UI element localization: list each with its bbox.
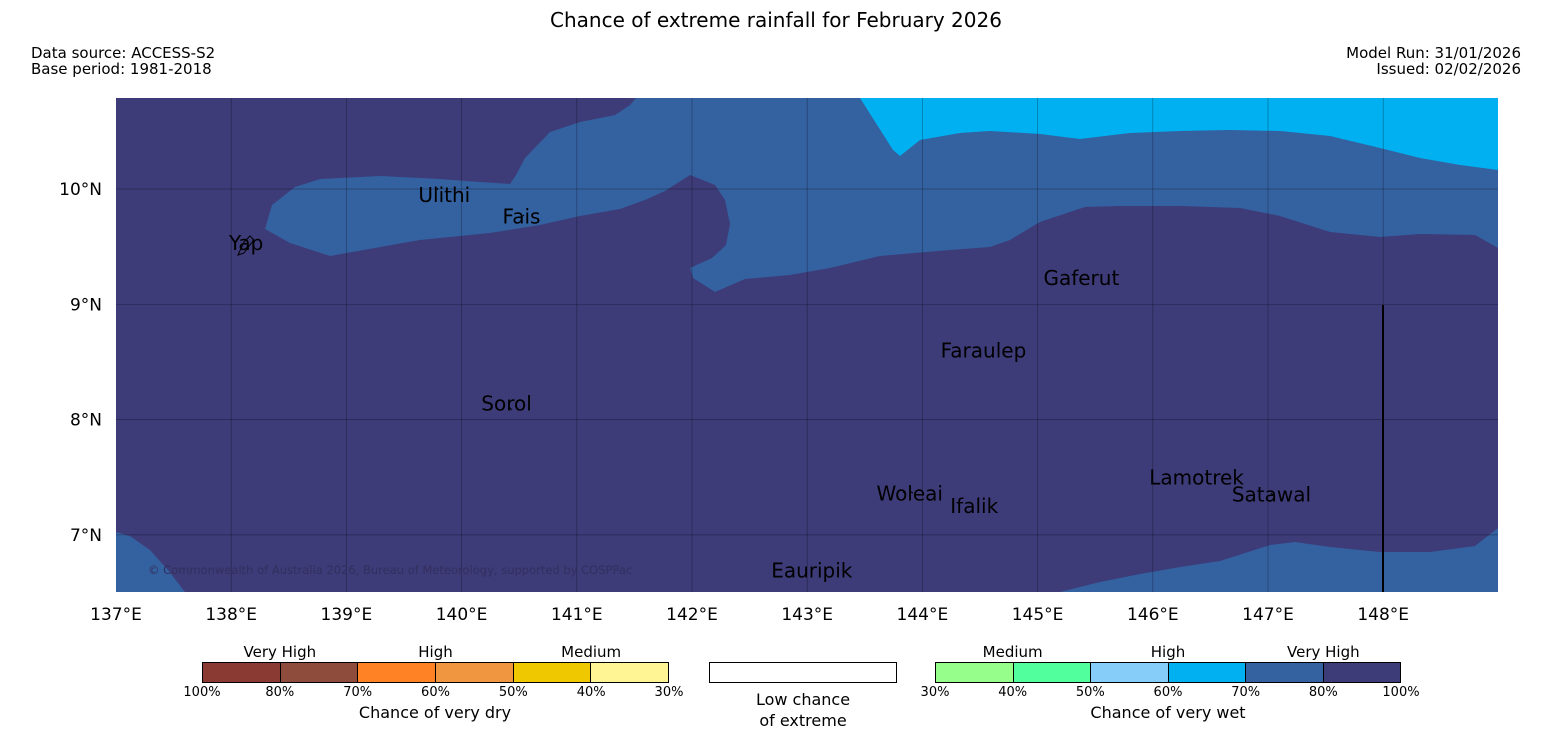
longitude-tick-label: 138°E xyxy=(205,605,257,625)
latitude-tick-label: 9°N xyxy=(70,295,102,315)
longitude-tick-label: 141°E xyxy=(551,605,603,625)
dry-tick-label: 40% xyxy=(576,685,606,700)
dry-swatch xyxy=(280,663,359,682)
place-label-gaferut: Gaferut xyxy=(1043,266,1119,290)
longitude-tick-label: 148°E xyxy=(1357,605,1409,625)
wet-caption: Chance of very wet xyxy=(1090,703,1246,722)
wet-tick-label: 100% xyxy=(1382,685,1420,700)
dry-caption: Chance of very dry xyxy=(358,703,512,722)
place-labels: Ulithi Fais Yap Gaferut Faraulep Sorol Woleai I… xyxy=(228,183,1311,583)
graticule xyxy=(116,98,1498,592)
place-label-lamotrek: Lamotrek xyxy=(1149,465,1244,489)
dry-swatch xyxy=(513,663,592,682)
base-period: Base period: 1981-2018 xyxy=(31,60,212,78)
meta-left: Data source: ACCESS-S2 Base period: 1981… xyxy=(31,45,215,77)
place-label-yap: Yap xyxy=(228,231,263,255)
wet-swatch xyxy=(1168,663,1246,682)
dry-swatch xyxy=(591,663,669,682)
zone-high-wet-lower-left xyxy=(116,532,185,592)
island-coastline xyxy=(237,235,255,256)
dry-category-label: Very High xyxy=(243,643,317,661)
wet-swatch xyxy=(936,663,1014,682)
wet-swatch xyxy=(1323,663,1400,682)
longitude-tick-label: 147°E xyxy=(1242,605,1294,625)
wet-swatch xyxy=(1013,663,1091,682)
island-coastline xyxy=(519,214,525,219)
island-coastline xyxy=(1270,492,1274,496)
wet-category-label: Medium xyxy=(982,643,1043,661)
place-label-ifalik: Ifalik xyxy=(950,494,998,518)
data-source: Data source: ACCESS-S2 xyxy=(31,44,216,62)
latitude-tick-label: 7°N xyxy=(70,526,102,546)
wet-tick-label: 30% xyxy=(920,685,950,700)
zone-high-wet-60 xyxy=(860,98,1498,170)
place-label-satawal: Satawal xyxy=(1232,483,1311,507)
low-chance-line1: Low chance xyxy=(755,690,851,709)
longitude-tick-label: 140°E xyxy=(436,605,488,625)
latitude-tick-label: 10°N xyxy=(59,180,102,200)
place-label-ulithi: Ulithi xyxy=(418,183,470,207)
wet-swatch xyxy=(1091,663,1169,682)
zone-high-wet-lower-right xyxy=(1060,528,1498,592)
longitude-tick-label: 144°E xyxy=(897,605,949,625)
zone-high-wet-upper xyxy=(265,98,1498,292)
coastlines xyxy=(237,187,1274,496)
copyright-notice: © Commonwealth of Australia 2026, Bureau… xyxy=(148,563,632,577)
dry-tick-label: 60% xyxy=(421,685,450,700)
longitude-tick-label: 143°E xyxy=(781,605,833,625)
dry-tick-label: 70% xyxy=(343,685,373,700)
wet-tick-label: 40% xyxy=(998,685,1028,700)
wet-tick-label: 60% xyxy=(1153,685,1183,700)
low-chance-swatch xyxy=(709,662,897,683)
low-chance-line2: of extreme xyxy=(759,711,847,730)
dry-category-label: Medium xyxy=(561,643,622,661)
island-coastline xyxy=(902,491,906,494)
longitude-tick-label: 145°E xyxy=(1012,605,1064,625)
dry-swatch xyxy=(436,663,514,682)
latitude-tick-label: 8°N xyxy=(70,411,102,431)
issued-date: Issued: 02/02/2026 xyxy=(1376,60,1521,78)
dry-tick-label: 50% xyxy=(498,685,528,700)
map-title: Chance of extreme rainfall for February … xyxy=(550,8,1002,32)
longitude-tick-label: 139°E xyxy=(321,605,373,625)
dry-color-bar xyxy=(202,662,669,683)
island-coastline xyxy=(910,491,914,494)
place-label-sorol: Sorol xyxy=(481,391,532,415)
dry-tick-label: 30% xyxy=(654,685,684,700)
place-label-faraulep: Faraulep xyxy=(941,338,1027,362)
island-coastline xyxy=(436,187,439,191)
dry-category-label: High xyxy=(418,643,453,661)
latitude-labels: 10°N 9°N 8°N 7°N xyxy=(59,180,102,546)
longitude-tick-label: 137°E xyxy=(90,605,142,625)
longitude-labels: 137°E 138°E 139°E 140°E 141°E 142°E 143°E 144°E… xyxy=(90,605,1409,625)
wet-category-label: Very High xyxy=(1287,643,1360,661)
wet-tick-label: 80% xyxy=(1308,685,1338,700)
model-run: Model Run: 31/01/2026 xyxy=(1346,44,1521,62)
longitude-tick-label: 142°E xyxy=(666,605,718,625)
wet-swatch xyxy=(1246,663,1324,682)
longitude-tick-label: 146°E xyxy=(1127,605,1179,625)
dry-swatch xyxy=(358,663,437,682)
dry-tick-label: 100% xyxy=(183,685,221,700)
dry-swatch xyxy=(203,663,281,682)
island-coastline xyxy=(507,405,513,411)
meta-right: Model Run: 31/01/2026 Issued: 02/02/2026 xyxy=(1346,45,1521,77)
place-label-eauripik: Eauripik xyxy=(771,559,853,583)
wet-color-bar xyxy=(935,662,1401,683)
wet-category-label: High xyxy=(1150,643,1186,661)
low-chance-label: Low chance of extreme xyxy=(756,689,850,731)
dry-tick-label: 80% xyxy=(265,685,295,700)
wet-tick-label: 50% xyxy=(1075,685,1105,700)
wet-tick-label: 70% xyxy=(1231,685,1261,700)
place-label-fais: Fais xyxy=(503,205,541,229)
place-label-woleai: Woleai xyxy=(876,481,943,505)
